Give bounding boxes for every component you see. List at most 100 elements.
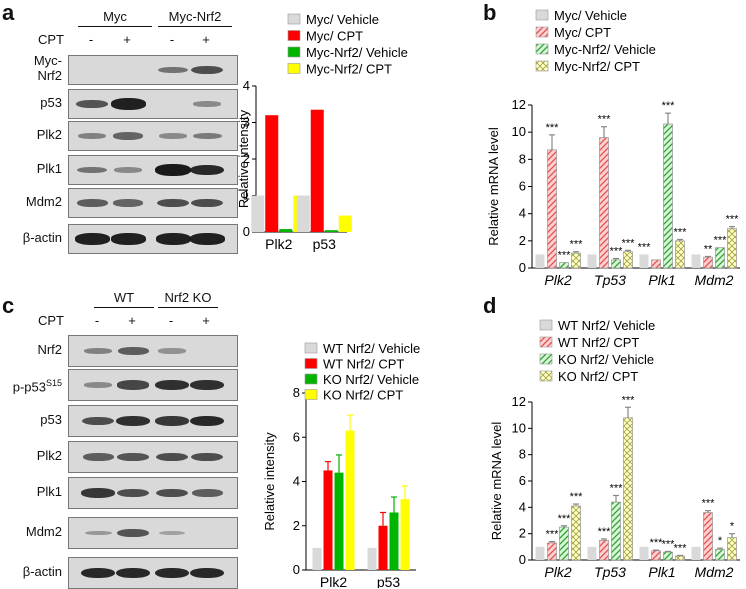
legend-swatch (287, 46, 301, 58)
significance-label: *** (662, 538, 676, 550)
blot-strip (68, 55, 238, 85)
bar (251, 195, 265, 232)
blot-band (74, 233, 110, 245)
blot-band (76, 99, 108, 109)
significance-label: *** (598, 526, 612, 538)
significance-label: * (718, 535, 723, 547)
legend-swatch (287, 30, 301, 41)
bar (663, 551, 673, 561)
row-label: p-p53S15 (12, 378, 62, 395)
legend-swatch (535, 9, 549, 21)
y-tick-label: 4 (519, 499, 526, 514)
panel-label-a: a (2, 0, 15, 25)
panel-label-c: c (2, 293, 15, 318)
x-tick-label: p53 (313, 236, 337, 252)
row-label: Mdm2 (25, 194, 62, 209)
blot-band (191, 489, 223, 497)
bar (324, 230, 338, 232)
x-tick-label: Plk1 (648, 272, 675, 288)
bar (571, 505, 581, 561)
legend-label: WT Nrf2/ CPT (558, 335, 639, 350)
y-tick-label: 8 (519, 447, 526, 462)
y-tick-label: 0 (243, 224, 250, 239)
bar (639, 254, 649, 268)
blot-band (117, 347, 149, 355)
x-tick-label: Plk2 (544, 564, 571, 580)
bar (675, 240, 685, 269)
y-tick-label: 2 (243, 151, 250, 166)
blot-band (191, 452, 223, 462)
bar (651, 550, 661, 561)
y-tick-label: 0 (293, 562, 300, 577)
panel-label-b: b (483, 0, 497, 25)
blot-band (81, 488, 115, 498)
bar (691, 254, 701, 268)
x-tick-label: Plk2 (320, 574, 347, 588)
significance-label: *** (622, 394, 636, 406)
legend-swatch (539, 370, 553, 382)
blot-strip (68, 335, 238, 367)
bar (312, 547, 322, 570)
bar (599, 137, 609, 269)
blot-band (189, 415, 225, 427)
significance-label: *** (714, 235, 728, 247)
blot-band (193, 101, 221, 107)
legend-label: Myc-Nrf2/ Vehicle (306, 45, 408, 60)
blot-band (155, 416, 189, 426)
y-tick-label: 10 (512, 124, 526, 139)
x-tick-label: Mdm2 (695, 564, 734, 580)
bar (310, 109, 324, 232)
blot-band (157, 198, 189, 208)
significance-label: *** (570, 491, 584, 503)
blot-band (158, 66, 188, 74)
group-underline (94, 307, 154, 308)
row-label-superscript: S15 (45, 378, 62, 388)
x-tick-label: Mdm2 (695, 272, 734, 288)
bar (675, 555, 685, 561)
significance-label: *** (726, 214, 740, 226)
blot-strip (68, 557, 238, 589)
blot-band (117, 452, 149, 462)
blot-band (80, 567, 116, 579)
bar (338, 215, 352, 232)
blot-band (156, 452, 188, 462)
y-tick-label: 4 (293, 474, 300, 489)
y-tick-label: 6 (519, 179, 526, 194)
significance-label: *** (546, 529, 560, 541)
group-label: Nrf2 KO (164, 290, 212, 305)
significance-label: *** (650, 537, 664, 549)
cpt-sign: - (88, 32, 94, 47)
y-tick-label: 8 (293, 385, 300, 400)
significance-label: *** (558, 513, 572, 525)
blot-band (154, 567, 190, 579)
significance-label: *** (622, 237, 636, 249)
blot-band (158, 530, 186, 536)
cpt-label: CPT (38, 32, 64, 47)
blot-band (76, 199, 108, 207)
legend-label: Myc/ CPT (306, 29, 363, 44)
bar (535, 254, 545, 268)
legend-label: KO Nrf2/ CPT (558, 369, 638, 384)
legend-swatch (304, 358, 318, 369)
bar (599, 539, 609, 561)
blot-strip (68, 188, 238, 218)
legend-swatch (535, 43, 549, 55)
blot-band (84, 382, 112, 388)
y-tick-label: 12 (512, 97, 526, 112)
group-label: Myc (103, 9, 127, 24)
blot-band (110, 98, 146, 110)
cpt-sign: + (202, 313, 210, 328)
legend-label: WT Nrf2/ CPT (323, 357, 404, 372)
legend-swatch (535, 26, 549, 38)
blot-band (155, 233, 191, 245)
legend-swatch (304, 342, 318, 354)
row-label: Plk1 (36, 161, 62, 176)
blot-band (117, 528, 149, 538)
significance-label: *** (702, 498, 716, 510)
bar (400, 499, 410, 570)
bar (367, 547, 377, 570)
x-tick-label: Tp53 (594, 272, 626, 288)
cpt-sign: + (123, 32, 131, 47)
group-underline (158, 26, 232, 27)
